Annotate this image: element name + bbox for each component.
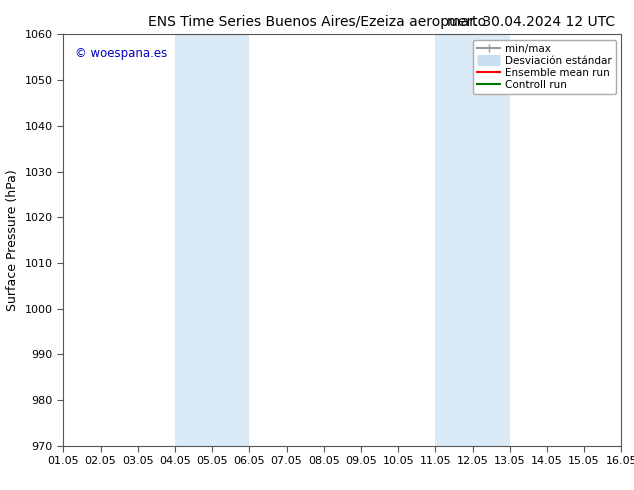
Text: © woespana.es: © woespana.es	[75, 47, 167, 60]
Text: ENS Time Series Buenos Aires/Ezeiza aeropuerto: ENS Time Series Buenos Aires/Ezeiza aero…	[148, 15, 486, 29]
Y-axis label: Surface Pressure (hPa): Surface Pressure (hPa)	[6, 169, 19, 311]
Bar	[175, 34, 249, 446]
Bar	[436, 34, 510, 446]
Text: mar. 30.04.2024 12 UTC: mar. 30.04.2024 12 UTC	[447, 15, 615, 29]
Legend: min/max, Desviación estándar, Ensemble mean run, Controll run: min/max, Desviación estándar, Ensemble m…	[473, 40, 616, 94]
